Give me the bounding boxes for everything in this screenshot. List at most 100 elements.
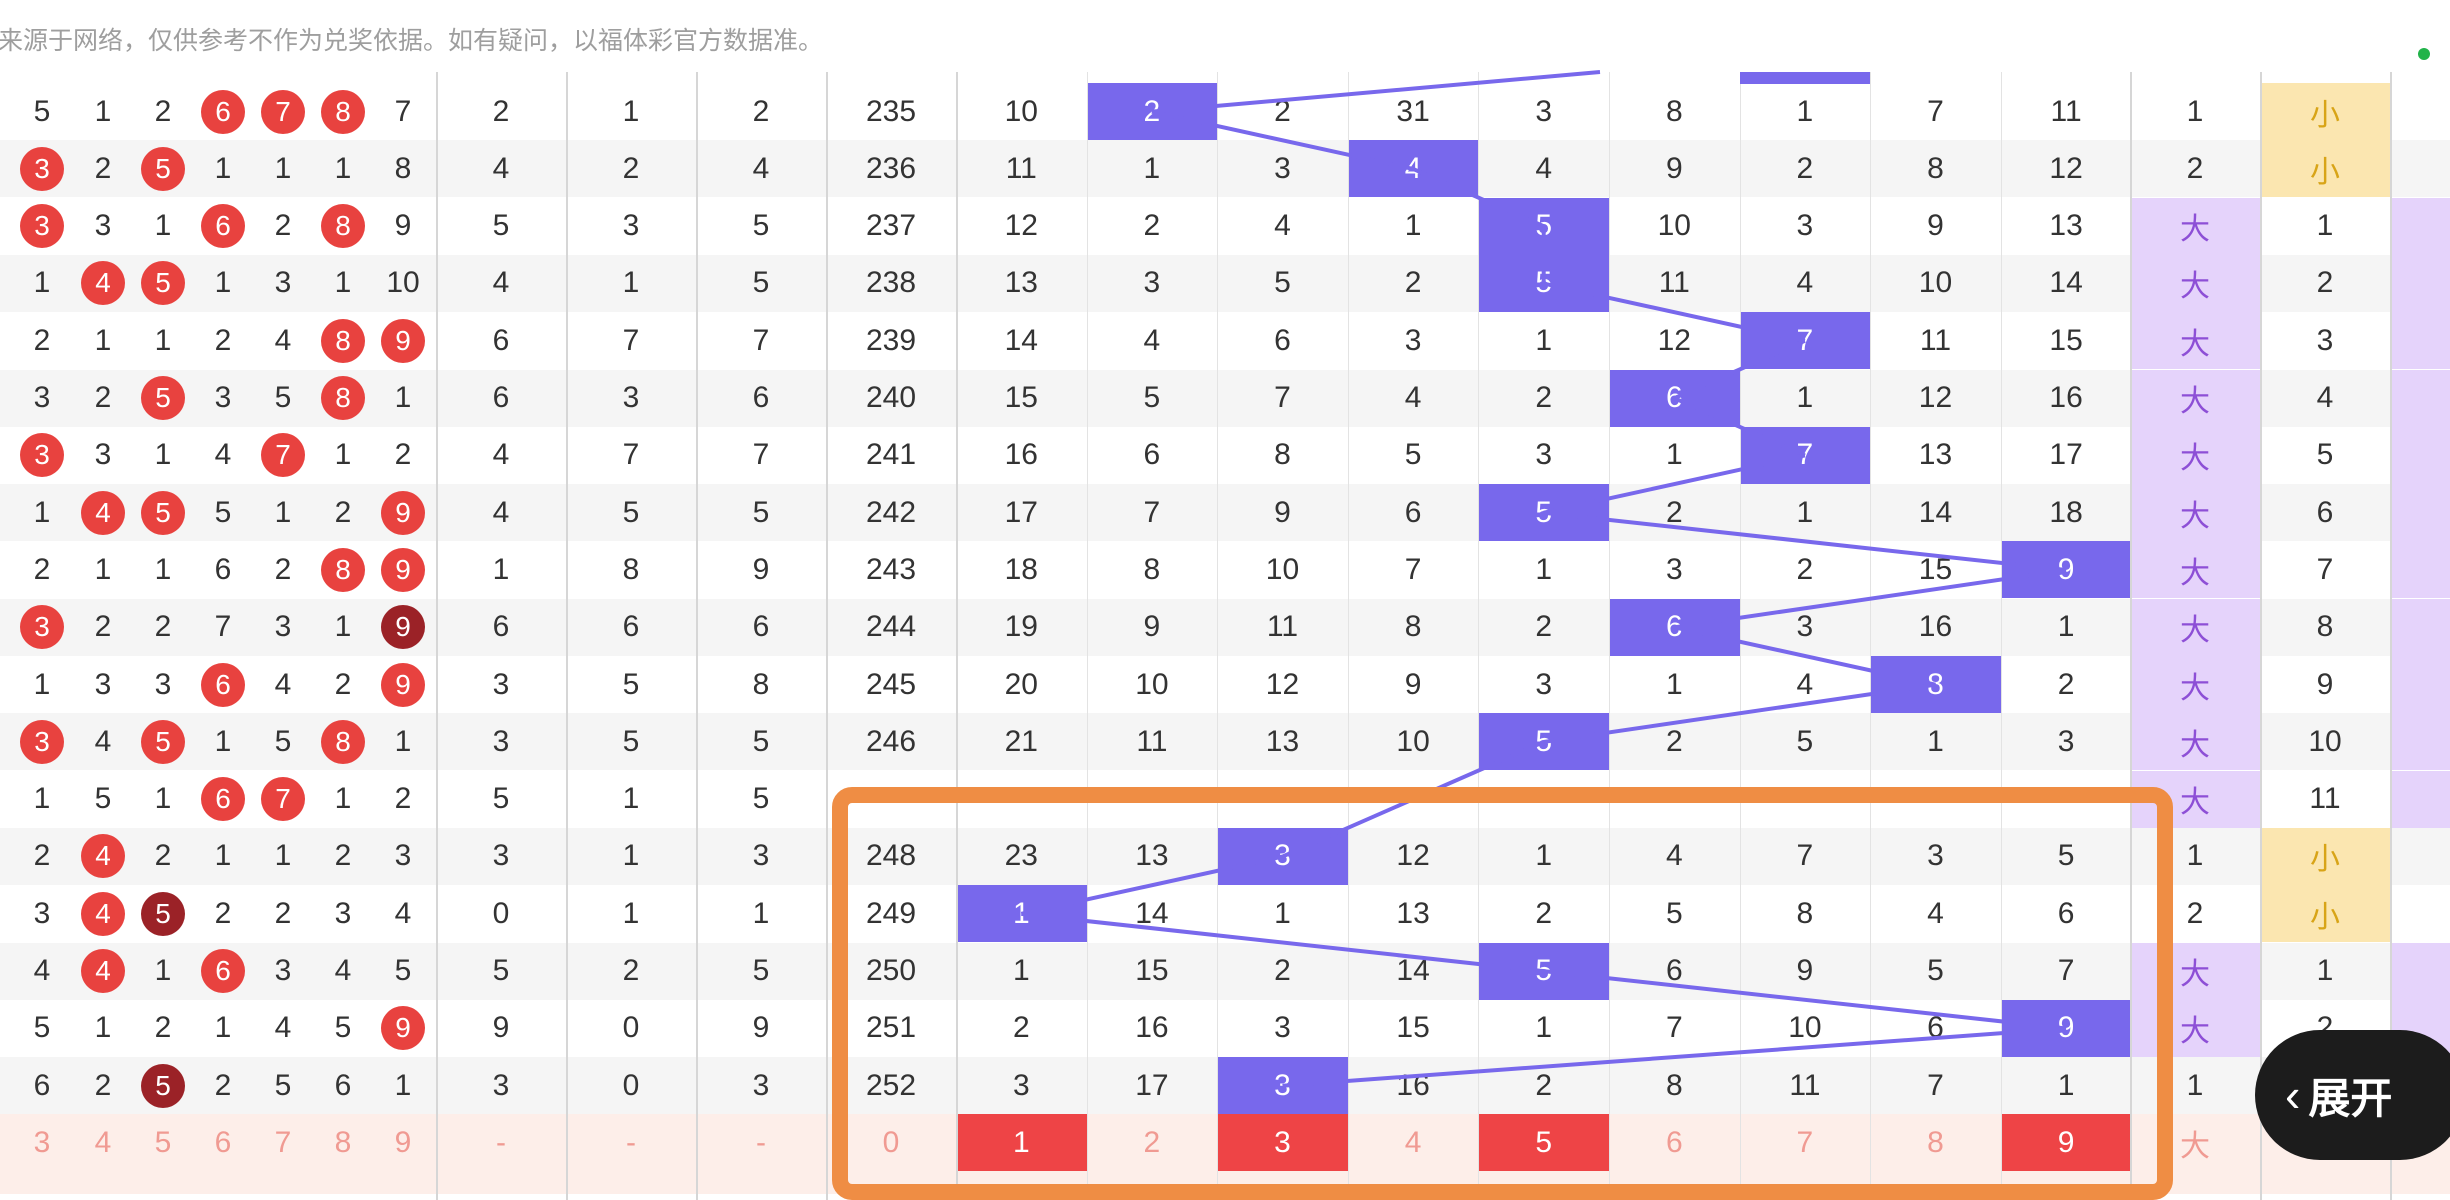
omission-cell: 10: [2308, 724, 2342, 758]
number-cell: 9: [373, 541, 433, 598]
issue-cell: 241: [865, 438, 917, 472]
number-cell: 4: [73, 484, 133, 541]
distribution-cell: 1: [1535, 839, 1553, 873]
number-cell: 2: [154, 839, 172, 873]
number-cell: 1: [394, 1068, 412, 1102]
distribution-cell: 1: [956, 885, 1087, 943]
drawn-ball: 4: [81, 834, 125, 879]
stat-cell: 3: [492, 1068, 510, 1102]
stat-cell: 3: [492, 667, 510, 701]
omission-cell: 3: [2316, 323, 2334, 357]
distribution-cell: 13: [1265, 724, 1300, 758]
size-cell: 大: [2130, 999, 2260, 1057]
distribution-cell: 2: [1796, 552, 1814, 586]
stat-cell: 3: [752, 1068, 770, 1102]
stat-cell: 8: [622, 552, 640, 586]
edge-strip: [2390, 83, 2450, 140]
edge-strip: [2390, 312, 2450, 370]
table-row: 2 1 1 6 2 8 9 1 8 9 243 18 8 10 7 1 3 2 15 9 大 7: [0, 541, 2450, 599]
stat-cell: 4: [492, 495, 510, 529]
number-cell: 1: [94, 323, 112, 357]
distribution-cell: 7: [1796, 839, 1814, 873]
column-divider: [956, 72, 958, 1200]
distribution-cell: 1: [1665, 438, 1683, 472]
number-cell: 8: [313, 713, 373, 770]
distribution-cell: 7: [1665, 1011, 1683, 1045]
drawn-ball: 7: [261, 777, 305, 822]
number-cell: 6: [193, 943, 253, 1000]
number-cell: 1: [154, 323, 172, 357]
number-cell: 4: [274, 667, 292, 701]
edge-strip: [2390, 598, 2450, 656]
distribution-cell: 2: [1143, 209, 1161, 243]
number-cell: 3: [94, 438, 112, 472]
distribution-divider: [1087, 72, 1088, 1200]
number-cell: 9: [373, 656, 433, 713]
table-row: 3 4 5 1 5 8 1 3 5 5 246 21 11 13 10 5 2 5 1 3 大 10: [0, 713, 2450, 771]
distribution-cell: 17: [1135, 1068, 1169, 1102]
distribution-cell: 16: [1918, 610, 1953, 644]
distribution-divider: [1609, 72, 1610, 1200]
number-cell: 7: [253, 771, 313, 828]
distribution-cell: 13: [2049, 209, 2083, 243]
distribution-cell: 9: [2000, 999, 2132, 1057]
stat-cell: 3: [492, 839, 510, 873]
stat-cell: 5: [492, 209, 510, 243]
distribution-cell: 3: [1796, 610, 1814, 644]
distribution-cell: 10: [1004, 94, 1038, 128]
number-cell: 3: [12, 599, 72, 656]
number-cell: 3: [12, 427, 72, 484]
number-cell: 2: [334, 839, 352, 873]
size-cell: 大: [2130, 942, 2260, 1000]
omission-cell: 11: [2309, 782, 2341, 816]
distribution-cell: 20: [1004, 667, 1038, 701]
number-cell: 1: [334, 266, 352, 300]
distribution-cell: 3: [1012, 1068, 1030, 1102]
omission-cell: 5: [2316, 438, 2334, 472]
omission-cell: 4: [2316, 381, 2334, 414]
number-cell: 5: [133, 885, 193, 942]
distribution-cell: 3: [1274, 1011, 1291, 1045]
distribution-cell: 8: [1927, 151, 1944, 185]
issue-cell: 237: [865, 209, 917, 243]
distribution-cell: 5: [1274, 266, 1291, 300]
distribution-cell: 1: [2057, 610, 2075, 644]
disclaimer-text: 来源于网络，仅供参考不作为兑奖依据。如有疑问，以福体彩官方数据准。: [0, 27, 824, 55]
stat-cell: 6: [622, 610, 640, 644]
number-cell: 5: [33, 1011, 51, 1045]
number-cell: 1: [214, 151, 232, 185]
expand-button[interactable]: ‹ 展开: [2255, 1030, 2450, 1160]
edge-strip: [2390, 140, 2450, 197]
distribution-cell: 5: [1665, 896, 1683, 930]
issue-cell: 240: [865, 381, 917, 414]
drawn-ball: 5: [141, 146, 185, 191]
omission-cell: 8: [2316, 610, 2334, 644]
distribution-cell: 8: [1665, 94, 1683, 128]
table-row: 3 4 5 2 2 3 4 0 1 1 249 1 14 1 13 2 5 8 4 6 2 小: [0, 885, 2450, 943]
distribution-cell: 23: [1004, 839, 1038, 873]
stat-cell: 7: [752, 323, 770, 357]
distribution-cell: 16: [1135, 1011, 1169, 1045]
stat-cell: 0: [622, 1068, 640, 1102]
stat-cell: 7: [622, 438, 640, 472]
stat-cell: 7: [752, 438, 770, 472]
distribution-cell: 1: [1927, 724, 1944, 758]
distribution-cell: 16: [1004, 438, 1038, 472]
distribution-cell: 5: [1143, 381, 1161, 414]
distribution-cell: 1: [2057, 1068, 2075, 1102]
number-cell: 1: [33, 782, 51, 816]
number-cell: 10: [386, 266, 420, 300]
distribution-cell: 15: [1004, 381, 1038, 414]
number-cell: 3: [274, 610, 292, 644]
table-row: 3 3 1 6 2 8 9 5 3 5 237 12 2 4 1 5 10 3 9 13 大 1: [0, 197, 2450, 255]
number-cell: 1: [214, 1011, 232, 1045]
issue-cell: 246: [865, 724, 917, 758]
drawn-ball: 3: [20, 719, 64, 764]
distribution-cell: 2: [1535, 610, 1553, 644]
distribution-cell: 5: [1404, 438, 1422, 472]
table-row: 3 2 5 1 1 1 8 4 2 4 236 11 1 3 4 4 9 2 8 12 2 小: [0, 140, 2450, 198]
table-row: 5 1 2 1 4 5 9 9 0 9 251 2 16 3 15 1 7 10 6 9 大 2: [0, 999, 2450, 1057]
number-cell: 1: [334, 782, 352, 816]
distribution-cell: 6: [2057, 896, 2075, 930]
stat-cell: 3: [492, 724, 510, 758]
